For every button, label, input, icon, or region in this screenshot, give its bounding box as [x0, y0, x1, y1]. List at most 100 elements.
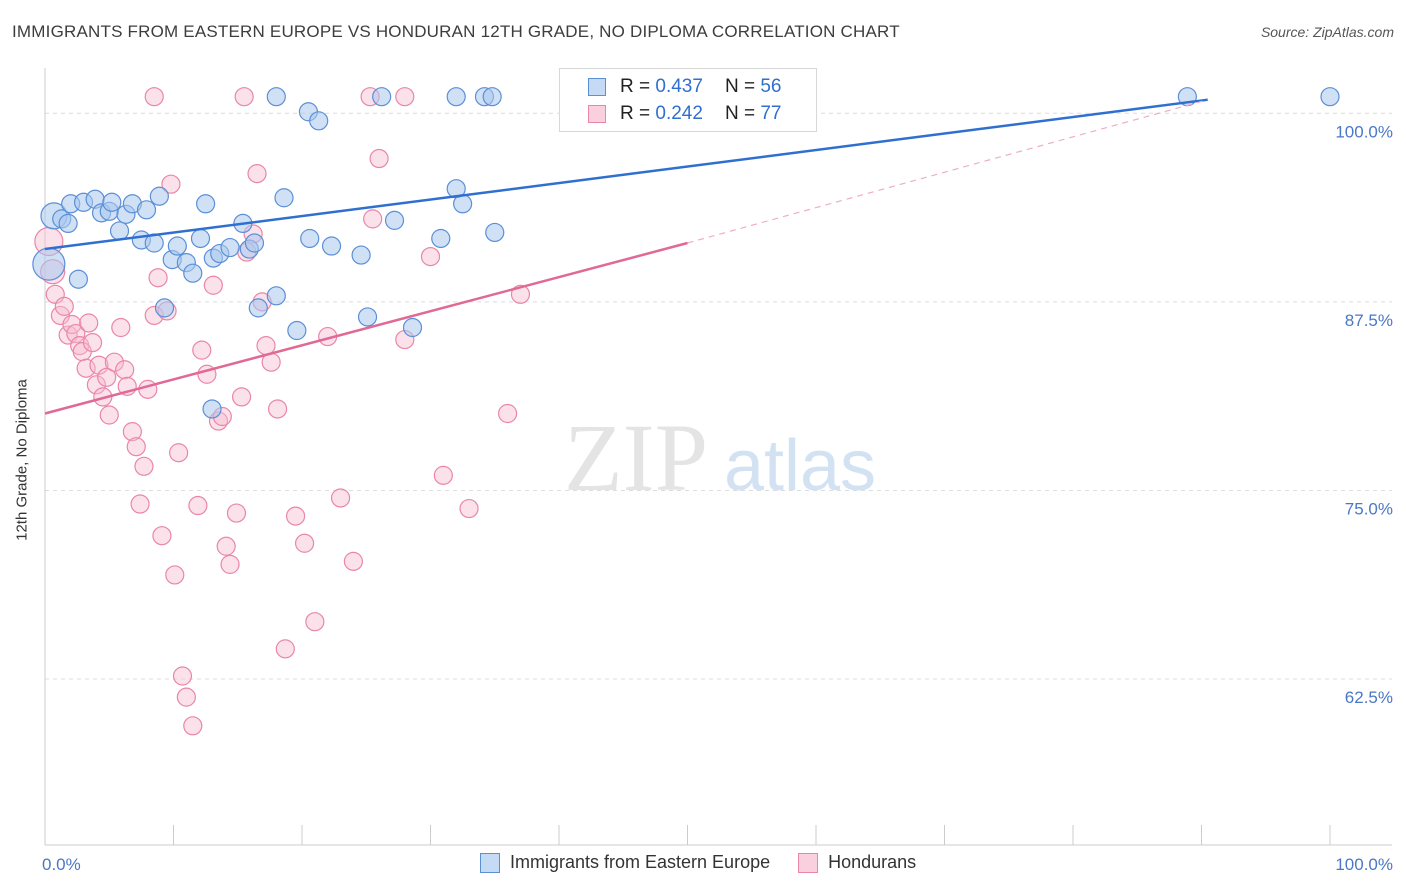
point-eastern-europe: [102, 192, 122, 212]
point-hondurans: [285, 506, 306, 526]
point-hondurans: [122, 422, 142, 442]
point-hondurans: [82, 332, 103, 353]
point-hondurans: [86, 375, 107, 395]
tick-labels: 62.5% 75.0% 87.5% 100.0% 0.0% 100.0%: [42, 122, 1393, 874]
point-hondurans: [172, 666, 193, 686]
axes: [44, 68, 1392, 846]
point-hondurans: [234, 87, 254, 107]
x-tick-label: 100.0%: [1335, 855, 1393, 874]
trend-lines: [44, 98, 1209, 415]
point-eastern-europe: [300, 228, 320, 249]
point-hondurans: [144, 87, 164, 107]
point-hondurans: [188, 495, 208, 516]
point-eastern-europe: [274, 188, 294, 208]
legend-r-value: 0.242: [655, 103, 703, 124]
legend-r-label: R =: [620, 103, 651, 124]
point-hondurans: [420, 246, 441, 267]
point-hondurans: [66, 323, 86, 344]
point-eastern-europe: [351, 245, 371, 265]
legend-n-value: 56: [760, 76, 782, 97]
series-legend: Immigrants from Eastern Europe Hondurans: [480, 852, 944, 873]
legend-r-value: 0.437: [655, 76, 703, 97]
point-hondurans: [111, 317, 131, 338]
chart-title: IMMIGRANTS FROM EASTERN EUROPE VS HONDUR…: [12, 22, 900, 41]
legend-item-hondurans[interactable]: Hondurans: [798, 852, 916, 873]
point-eastern-europe: [68, 269, 89, 289]
point-eastern-europe: [446, 87, 466, 107]
point-eastern-europe: [321, 236, 342, 256]
y-tick-label: 100.0%: [1335, 122, 1393, 141]
watermark-zip: ZIP: [564, 404, 708, 511]
series-eastern-europe: [32, 87, 1340, 419]
point-eastern-europe: [372, 87, 392, 107]
point-eastern-europe: [266, 286, 286, 306]
point-hondurans: [330, 488, 351, 508]
y-tick-label: 87.5%: [1345, 311, 1393, 330]
legend-row-eastern-europe: R = 0.437 N = 56: [560, 74, 781, 100]
legend-label: Hondurans: [828, 852, 917, 872]
point-eastern-europe: [453, 194, 473, 214]
point-hondurans: [220, 554, 240, 574]
legend-row-hondurans: R = 0.242 N = 77: [560, 101, 781, 127]
legend-swatch-pink: [588, 105, 606, 123]
point-hondurans: [138, 379, 158, 399]
point-hondurans: [79, 313, 99, 333]
point-eastern-europe: [1320, 87, 1340, 107]
point-eastern-europe: [109, 221, 130, 241]
y-tick-label: 75.0%: [1345, 499, 1393, 518]
point-eastern-europe: [190, 228, 211, 249]
point-eastern-europe: [287, 320, 307, 341]
point-eastern-europe: [402, 317, 423, 338]
point-hondurans: [275, 639, 295, 659]
point-hondurans: [161, 174, 181, 194]
legend-label: Immigrants from Eastern Europe: [510, 852, 771, 872]
trend-line-eastern-europe: [44, 98, 1209, 251]
point-hondurans: [369, 148, 389, 169]
point-hondurans: [176, 687, 196, 707]
point-eastern-europe: [244, 233, 265, 253]
point-eastern-europe: [384, 210, 405, 230]
point-eastern-europe: [58, 213, 78, 233]
point-hondurans: [395, 87, 415, 107]
legend-n-value: 77: [760, 103, 782, 124]
point-hondurans: [294, 533, 315, 553]
point-hondurans: [363, 209, 383, 229]
point-hondurans: [232, 387, 252, 407]
watermark-atlas: atlas: [724, 426, 876, 506]
point-hondurans: [99, 405, 119, 425]
source-credit: Source: ZipAtlas.com: [1260, 24, 1394, 40]
point-hondurans: [226, 503, 247, 523]
point-eastern-europe: [149, 186, 169, 206]
point-hondurans: [267, 399, 288, 419]
point-hondurans: [126, 437, 146, 457]
point-hondurans: [165, 565, 185, 585]
trend-extension-hondurans: [687, 99, 1209, 244]
point-hondurans: [115, 360, 135, 380]
point-hondurans: [97, 367, 117, 387]
point-hondurans: [192, 340, 212, 360]
point-hondurans: [305, 612, 325, 632]
trend-line-hondurans: [44, 241, 688, 415]
point-hondurans: [169, 443, 189, 463]
legend-n-label: N =: [724, 103, 756, 124]
point-hondurans: [203, 275, 223, 295]
point-eastern-europe: [167, 236, 187, 256]
x-tick-label: 0.0%: [42, 855, 81, 874]
point-eastern-europe: [357, 307, 378, 327]
point-hondurans: [134, 456, 154, 476]
point-eastern-europe: [309, 111, 329, 131]
legend-swatch-blue: [480, 852, 500, 873]
point-eastern-europe: [154, 298, 175, 318]
point-hondurans: [104, 352, 124, 372]
point-eastern-europe: [485, 222, 505, 243]
y-tick-label: 62.5%: [1345, 688, 1393, 707]
point-eastern-europe: [220, 237, 240, 258]
legend-item-eastern-europe[interactable]: Immigrants from Eastern Europe: [480, 852, 770, 873]
legend-r-label: R =: [620, 76, 651, 97]
point-eastern-europe: [202, 399, 222, 419]
point-hondurans: [89, 355, 109, 375]
point-hondurans: [216, 536, 236, 556]
point-hondurans: [498, 403, 518, 424]
point-eastern-europe: [431, 228, 451, 249]
